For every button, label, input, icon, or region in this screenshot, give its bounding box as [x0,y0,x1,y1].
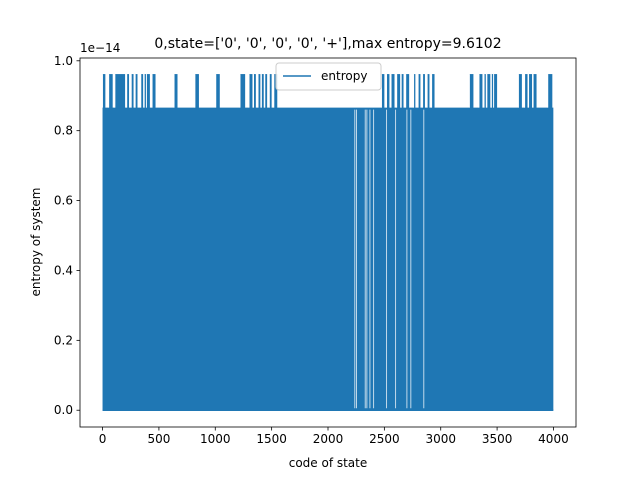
legend-label-entropy: entropy [321,69,367,83]
entropy-series-peak-41 [533,74,537,109]
x-tick-label-0: 0 [99,432,107,446]
x-tick-label-3: 1500 [256,432,287,446]
chart-title: 0,state=['0', '0', '0', '0', '+'],max en… [154,36,501,52]
entropy-series-peak-7 [144,74,146,109]
y-tick-label-0: 0.0 [54,403,73,417]
legend-box [275,62,382,91]
entropy-series-peak-10 [174,74,178,109]
x-axis-title: code of state [289,456,368,470]
entropy-series-peak-14 [249,74,253,109]
entropy-series-peak-3 [126,74,130,109]
entropy-series-peak-32 [469,74,474,109]
entropy-series-peak-13 [240,74,246,109]
axes: 0 500 1000 1500 2000 2500 3000 3500 4000 0.0 0.2 0.… [54,54,577,446]
entropy-series-peak-0 [102,74,106,109]
entropy-series-peak-33 [479,74,483,109]
y-tick-label-5: 1.0 [54,54,73,68]
entropy-series-peak-34 [484,74,486,109]
entropy-series-body [102,107,554,411]
entropy-series-peak-35 [486,74,491,109]
entropy-series-peak-5 [135,74,138,109]
entropy-series-peak-6 [140,74,144,109]
entropy-series-peak-30 [427,74,430,109]
entropy-series-peak-37 [493,74,498,109]
entropy-series-peak-8 [146,74,150,109]
entropy-series-peak-26 [405,74,410,109]
entropy-series-peak-40 [528,74,533,109]
entropy-series-peak-22 [386,74,390,109]
entropy-series-peak-15 [253,74,256,109]
entropy-series-peak-39 [524,74,528,109]
y-tick-label-4: 0.8 [54,124,73,138]
entropy-series-peak-21 [381,74,385,109]
entropy-series-peak-9 [152,74,156,109]
x-tick-label-5: 2500 [369,432,400,446]
entropy-series-peak-4 [131,74,134,109]
entropy-series-peak-1 [108,74,113,109]
entropy-series-peak-12 [215,74,220,109]
x-tick-label-4: 2000 [313,432,344,446]
y-tick-label-2: 0.4 [54,263,73,277]
y-tick-label-1: 0.2 [54,333,73,347]
entropy-series-peak-31 [431,74,435,109]
y-axis-title: entropy of system [29,187,43,296]
x-tick-label-1: 500 [147,432,170,446]
entropy-series-peak-23 [391,74,395,109]
plot-area [102,74,554,411]
entropy-series-peak-17 [261,74,264,109]
entropy-series-peak-38 [518,74,522,109]
entropy-series-peak-27 [413,74,416,109]
entropy-series-peak-2 [114,74,126,109]
entropy-series-peak-25 [401,74,404,109]
entropy-series-peak-24 [396,74,401,109]
x-tick-label-2: 1000 [200,432,231,446]
y-tick-label-3: 0.6 [54,194,73,208]
entropy-series-peak-28 [418,74,421,109]
legend: entropy [275,62,382,91]
x-tick-label-6: 3000 [425,432,456,446]
x-tick-label-7: 3500 [482,432,513,446]
entropy-series-peak-20 [273,74,278,109]
entropy-series-peak-29 [422,74,425,109]
y-axis-offset-label: 1e−14 [80,41,120,55]
entropy-series-peak-19 [269,74,272,109]
entropy-series-peak-11 [194,74,199,109]
entropy-series-peak-36 [491,74,494,109]
x-tick-label-8: 4000 [538,432,569,446]
entropy-series-peak-18 [264,74,268,109]
entropy-series-peak-42 [547,74,553,109]
entropy-series-peak-16 [258,74,261,109]
